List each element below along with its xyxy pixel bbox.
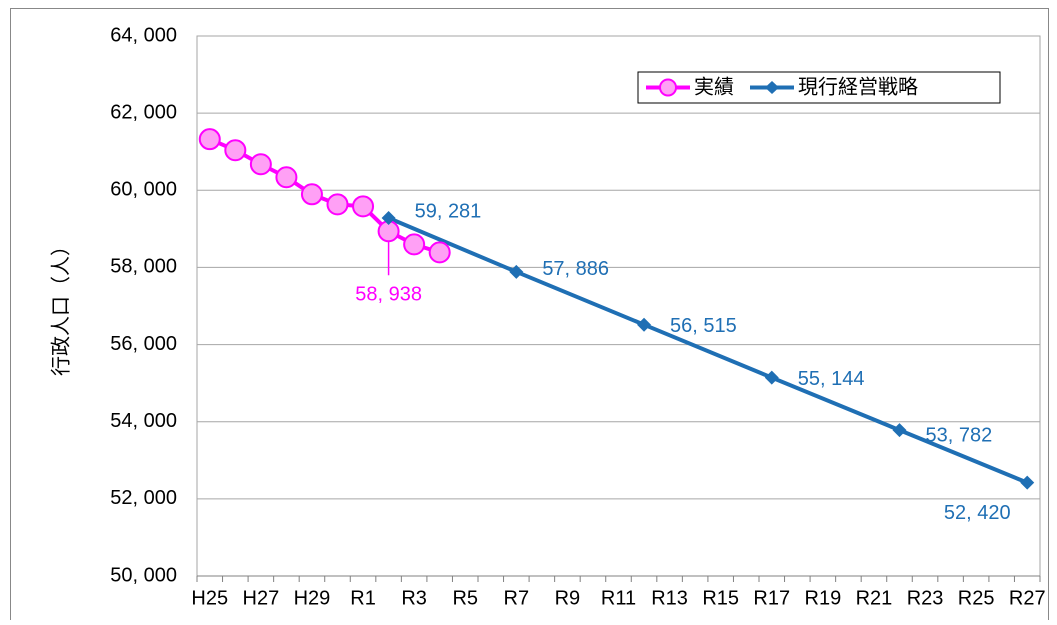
x-tick-label: R15 <box>702 587 739 609</box>
legend-label: 現行経営戦略 <box>798 75 918 98</box>
x-tick-label: H29 <box>294 587 331 609</box>
y-tick-label: 60, 000 <box>110 179 177 201</box>
data-label: 56, 515 <box>670 315 737 337</box>
legend-marker <box>659 78 677 97</box>
point <box>326 193 349 216</box>
point <box>892 423 907 438</box>
point <box>224 139 247 162</box>
x-tick-label: R23 <box>907 587 944 609</box>
x-tick-label: R7 <box>504 587 530 609</box>
x-tick-label: R21 <box>856 587 893 609</box>
data-label: 57, 886 <box>542 258 609 280</box>
point <box>198 128 221 151</box>
point <box>764 370 779 385</box>
data-label: 58, 938 <box>355 284 422 306</box>
y-tick-label: 62, 000 <box>110 101 177 123</box>
x-tick-label: R11 <box>601 587 636 609</box>
legend-box <box>637 71 1001 104</box>
x-tick-label: H27 <box>243 587 280 609</box>
y-tick-label: 64, 000 <box>110 24 177 46</box>
legend-label: 実績 <box>694 75 734 98</box>
y-tick-label: 52, 000 <box>110 487 177 509</box>
point <box>428 241 451 264</box>
x-tick-label: R13 <box>651 587 688 609</box>
point <box>403 233 426 256</box>
x-tick-label: H25 <box>191 587 228 609</box>
point <box>509 264 524 279</box>
x-tick-label: R27 <box>1009 587 1046 609</box>
x-tick-label: R19 <box>805 587 842 609</box>
data-label: 59, 281 <box>415 200 482 222</box>
point <box>249 153 272 176</box>
x-tick-label: R25 <box>958 587 995 609</box>
data-label: 55, 144 <box>798 368 865 390</box>
point <box>275 166 298 189</box>
y-axis-label: 行政人口（人） <box>49 236 72 376</box>
point <box>637 317 652 332</box>
point <box>300 183 323 206</box>
series-line <box>387 216 1028 485</box>
data-label: 52, 420 <box>944 502 1011 524</box>
plot-frame <box>196 35 1041 577</box>
x-tick-label: R5 <box>452 587 478 609</box>
x-tick-label: R17 <box>753 587 790 609</box>
y-tick-label: 58, 000 <box>110 256 177 278</box>
x-tick-label: R3 <box>401 587 427 609</box>
y-tick-label: 56, 000 <box>110 333 177 355</box>
series-line <box>208 137 441 255</box>
y-tick-label: 50, 000 <box>110 564 177 586</box>
x-tick-label: R9 <box>555 587 581 609</box>
point <box>1020 475 1035 490</box>
legend-marker <box>765 81 779 94</box>
point <box>352 195 375 218</box>
x-tick-label: R1 <box>350 587 376 609</box>
data-label: 53, 782 <box>926 424 993 446</box>
y-tick-label: 54, 000 <box>110 410 177 432</box>
point <box>381 211 396 226</box>
chart-frame <box>10 8 1049 625</box>
